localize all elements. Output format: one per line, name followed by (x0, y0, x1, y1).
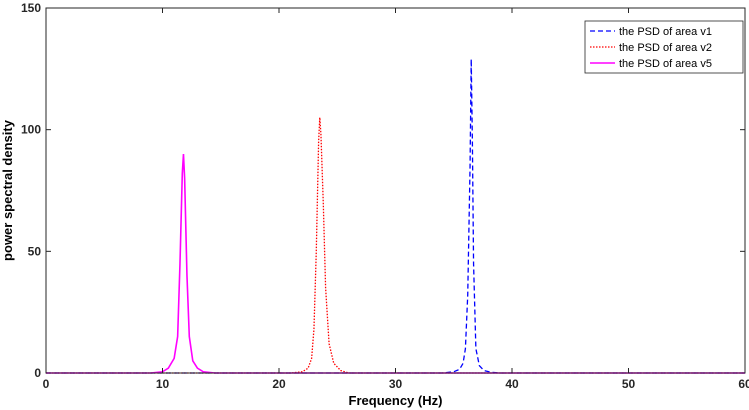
y-tick-label: 100 (21, 123, 41, 137)
x-tick-label: 50 (622, 377, 636, 391)
y-tick-label: 50 (28, 244, 42, 258)
x-tick-label: 30 (389, 377, 403, 391)
legend: the PSD of area v1 the PSD of area v2 the … (584, 20, 744, 74)
x-tick-label: 20 (272, 377, 286, 391)
series-line-3 (46, 153, 745, 374)
y-tick-label: 150 (21, 1, 41, 15)
legend-entry-1: the PSD of area v1 (619, 26, 712, 38)
y-tick-label: 0 (34, 366, 41, 380)
x-axis-label: Frequency (Hz) (349, 393, 443, 408)
series-line-1 (46, 59, 745, 374)
legend-entry-2: the PSD of area v2 (619, 42, 712, 54)
x-tick-label: 0 (43, 377, 50, 391)
x-tick-label: 60 (738, 377, 749, 391)
x-tick-label: 10 (156, 377, 170, 391)
y-axis-label: power spectral density (0, 119, 15, 261)
x-tick-label: 40 (505, 377, 519, 391)
legend-entry-3: the PSD of area v5 (619, 58, 712, 70)
